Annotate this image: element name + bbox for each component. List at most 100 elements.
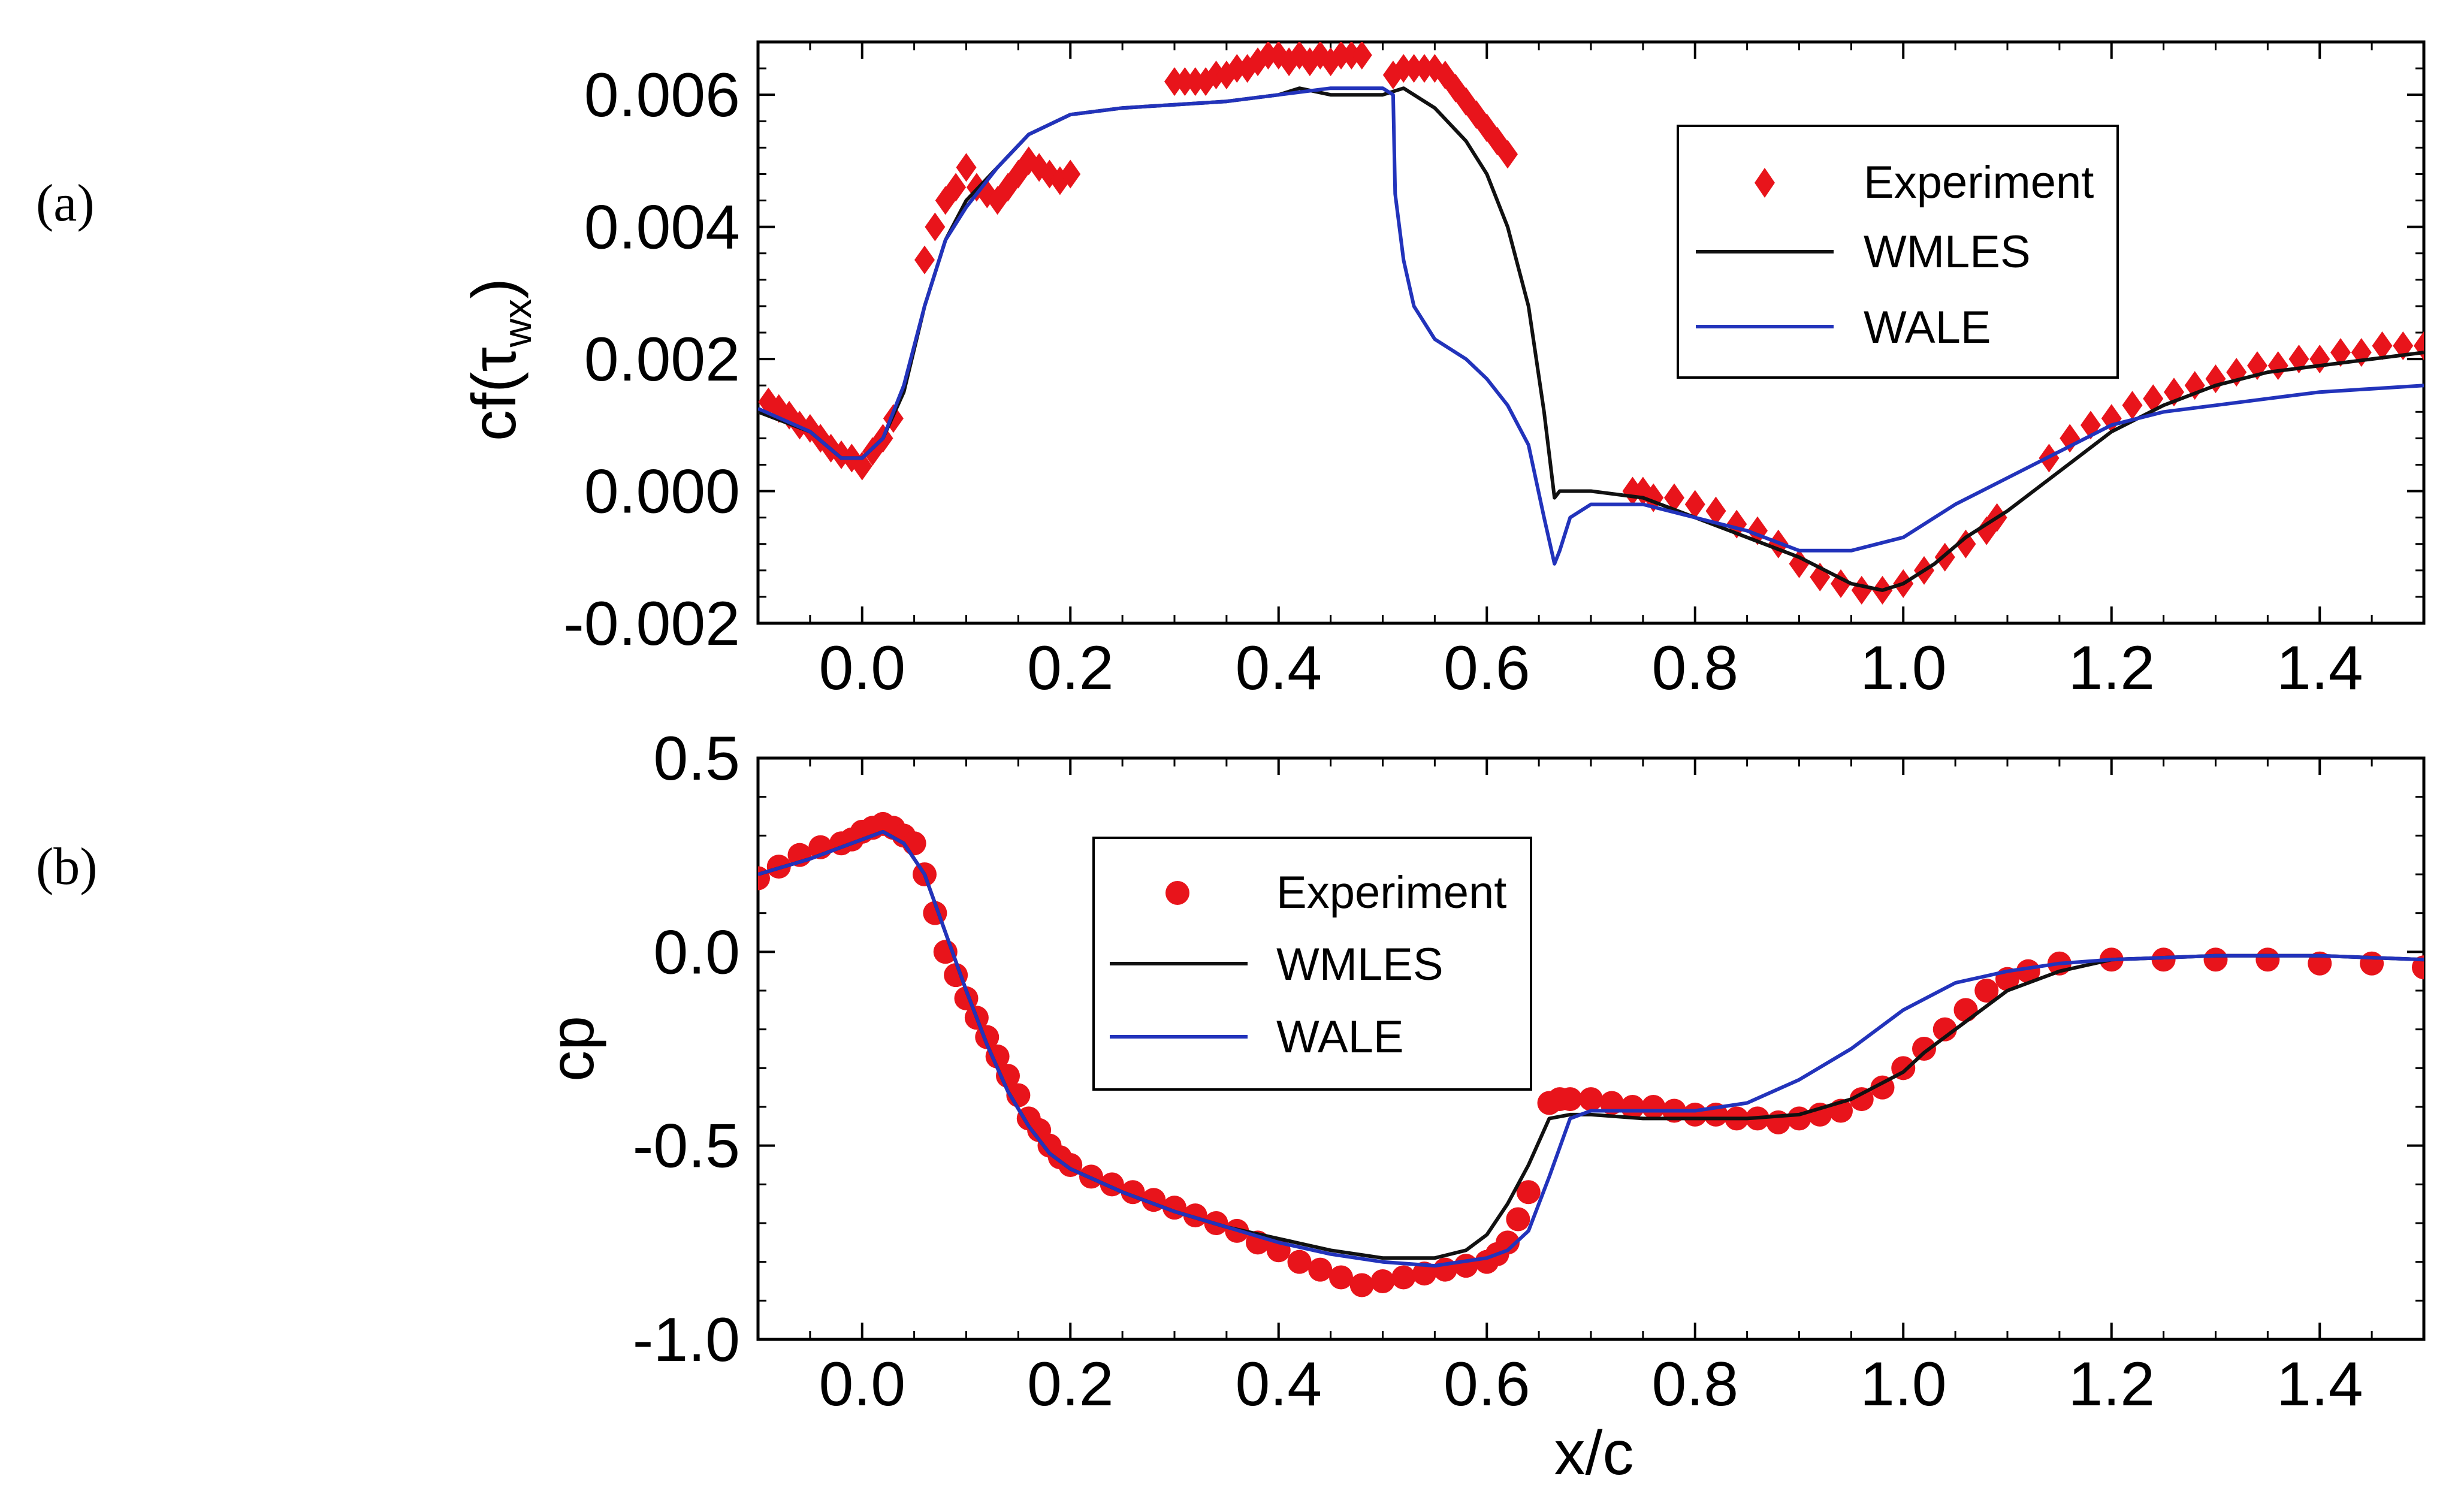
chart-b-frame <box>756 756 2426 1341</box>
chart-a-experiment-point <box>1497 140 1518 169</box>
chart-a-experiment-point <box>1174 67 1195 96</box>
chart-a-experiment-point <box>1185 67 1206 96</box>
chart-a-experiment-point <box>2372 331 2393 361</box>
chart-a-experiment-point <box>1195 67 1216 96</box>
chart-b-experiment-point <box>2255 947 2280 972</box>
chart-a-x-tick-label: 1.2 <box>2068 633 2155 703</box>
chart-a-experiment-point <box>2414 331 2424 361</box>
chart-b-experiment-point <box>1329 1265 1353 1290</box>
chart-b-experiment-point <box>1787 1106 1811 1131</box>
chart-b: (b) 0.0 0.2 0.4 0.6 0.8 1.0 1.2 1.4-1.0-0.50.00… <box>36 724 2426 1488</box>
chart-b-experiment-point <box>1412 1261 1436 1286</box>
chart-a-ylabel-sub: wx <box>495 299 539 348</box>
chart-b-experiment-point <box>1391 1265 1416 1290</box>
chart-b-experiment-point <box>2151 947 2176 972</box>
chart-b-experiment-point <box>1641 1095 1666 1119</box>
chart-b-x-tick-label: 1.0 <box>1860 1350 1947 1419</box>
chart-b-experiment-point <box>2360 951 2384 976</box>
chart-b-legend-experiment: Experiment <box>1276 867 1506 918</box>
chart-a-legend: Experiment WMLES WALE <box>1677 125 2119 379</box>
chart-b-experiment-point <box>1506 1207 1530 1232</box>
chart-b-experiment-point <box>1370 1269 1395 1293</box>
chart-b-experiment-point <box>1558 1087 1583 1112</box>
chart-a-ylabel: cf(τwx) <box>460 278 539 441</box>
chart-a-legend-experiment: Experiment <box>1864 157 2094 208</box>
chart-a-experiment-point <box>1060 159 1081 189</box>
chart-b-y-tick-label: 0.5 <box>653 724 740 793</box>
chart-b-x-tick-label: 0.2 <box>1027 1350 1114 1419</box>
chart-b-x-tick-label: 0.0 <box>819 1350 905 1419</box>
chart-a-experiment-point <box>1414 54 1435 83</box>
chart-b-x-tick-label: 0.4 <box>1235 1350 1322 1419</box>
chart-b-experiment-point <box>2203 947 2228 972</box>
chart-a-experiment-point <box>1227 54 1248 83</box>
chart-a-experiment-point <box>946 173 967 202</box>
chart-b-experiment-point <box>1308 1257 1333 1282</box>
chart-a-x-tick-label: 0.2 <box>1027 633 1114 703</box>
chart-a-legend-wale: WALE <box>1864 302 1991 353</box>
chart-b-y-tick-label: -0.5 <box>633 1112 740 1181</box>
chart-b-y-tick-label: -1.0 <box>633 1305 740 1375</box>
chart-b-experiment-point <box>1496 1230 1520 1255</box>
chart-b-wmles-line <box>758 829 2424 1260</box>
chart-a-legend-experiment-marker <box>1755 168 1775 198</box>
chart-a-ylabel-close: ) <box>460 278 529 299</box>
chart-a-y-tick-label: 0.002 <box>584 325 740 394</box>
chart-a-x-tick-label: 0.6 <box>1444 633 1530 703</box>
chart-b-x-tick-label: 0.6 <box>1444 1350 1530 1419</box>
chart-b-legend-wale: WALE <box>1276 1012 1404 1063</box>
chart-a-y-tick-label: 0.004 <box>584 193 740 262</box>
chart-b-experiment-point <box>1287 1249 1312 1274</box>
chart-a-experiment-point <box>1289 42 1310 70</box>
chart-a-wmles-line <box>758 86 2424 592</box>
chart-a-experiment-point <box>1684 490 1705 519</box>
chart-a-experiment-point <box>1206 61 1227 90</box>
chart-b-x-tick-label: 0.8 <box>1651 1350 1738 1419</box>
chart-a-experiment-point <box>2330 338 2351 367</box>
chart-a-experiment-point <box>925 212 946 242</box>
panel-label-b: (b) <box>36 838 98 896</box>
chart-a-y-tick-label: 0.006 <box>584 61 740 130</box>
chart-b-experiment-point <box>1912 1037 1936 1061</box>
chart-a-experiment-point <box>956 153 977 182</box>
chart-b-legend-wmles: WMLES <box>1276 939 1444 990</box>
chart-b-x-tick-label: 1.4 <box>2276 1350 2363 1419</box>
chart-b-legend: Experiment WMLES WALE <box>1092 837 1532 1091</box>
chart-a-experiment-point <box>914 245 935 274</box>
chart-a-frame <box>756 40 2426 625</box>
chart-b-legend-experiment-marker <box>1165 881 1189 905</box>
chart-b-experiment-point <box>2412 955 2424 980</box>
chart-a-x-tick-label: 0.0 <box>819 633 905 703</box>
chart-b-experiment-point <box>1454 1254 1478 1278</box>
chart-a-y-tick-label: 0.000 <box>584 457 740 527</box>
chart-a-experiment-point <box>1351 42 1372 70</box>
chart-a-experiment-point <box>2309 345 2330 374</box>
chart-a-ylabel-main: cf(τ <box>460 347 529 441</box>
chart-b-ylabel: cp <box>538 1016 607 1082</box>
chart-a-x-tick-label: 1.0 <box>1860 633 1947 703</box>
chart-a-x-tick-label: 1.4 <box>2276 633 2363 703</box>
chart-a-experiment-point <box>1705 496 1726 526</box>
chart-a-x-tick-label: 0.4 <box>1235 633 1322 703</box>
chart-a-data-layer <box>758 42 2424 605</box>
chart-b-experiment-point <box>1974 979 1999 1003</box>
chart-b-experiment-point <box>1620 1095 1645 1119</box>
chart-a-y-tick-label: -0.002 <box>563 589 740 659</box>
chart-a-legend-wmles: WMLES <box>1864 227 2031 277</box>
chart-b-data-layer <box>758 811 2424 1297</box>
chart-b-experiment-point <box>2016 959 2040 983</box>
chart-b-experiment-point <box>1953 998 1978 1022</box>
chart-a-experiment-point <box>1268 42 1289 70</box>
chart-b-plot: 0.0 0.2 0.4 0.6 0.8 1.0 1.2 1.4 -1.0 -0.5 0.0 0.5 <box>633 724 2426 1419</box>
chart-a-experiment-point <box>1403 54 1424 83</box>
chart-b-experiment-point <box>758 866 770 891</box>
chart-a-experiment-point <box>1851 575 1872 605</box>
chart-b-experiment-point <box>1932 1017 1957 1042</box>
chart-b-experiment-point <box>1683 1102 1707 1127</box>
chart-b-experiment-point <box>1349 1273 1374 1297</box>
chart-a-experiment-point <box>2122 391 2143 420</box>
chart-a-experiment-point <box>1393 54 1414 83</box>
chart-a-experiment-point <box>1310 42 1331 70</box>
chart-a-experiment-point <box>1955 529 1976 559</box>
